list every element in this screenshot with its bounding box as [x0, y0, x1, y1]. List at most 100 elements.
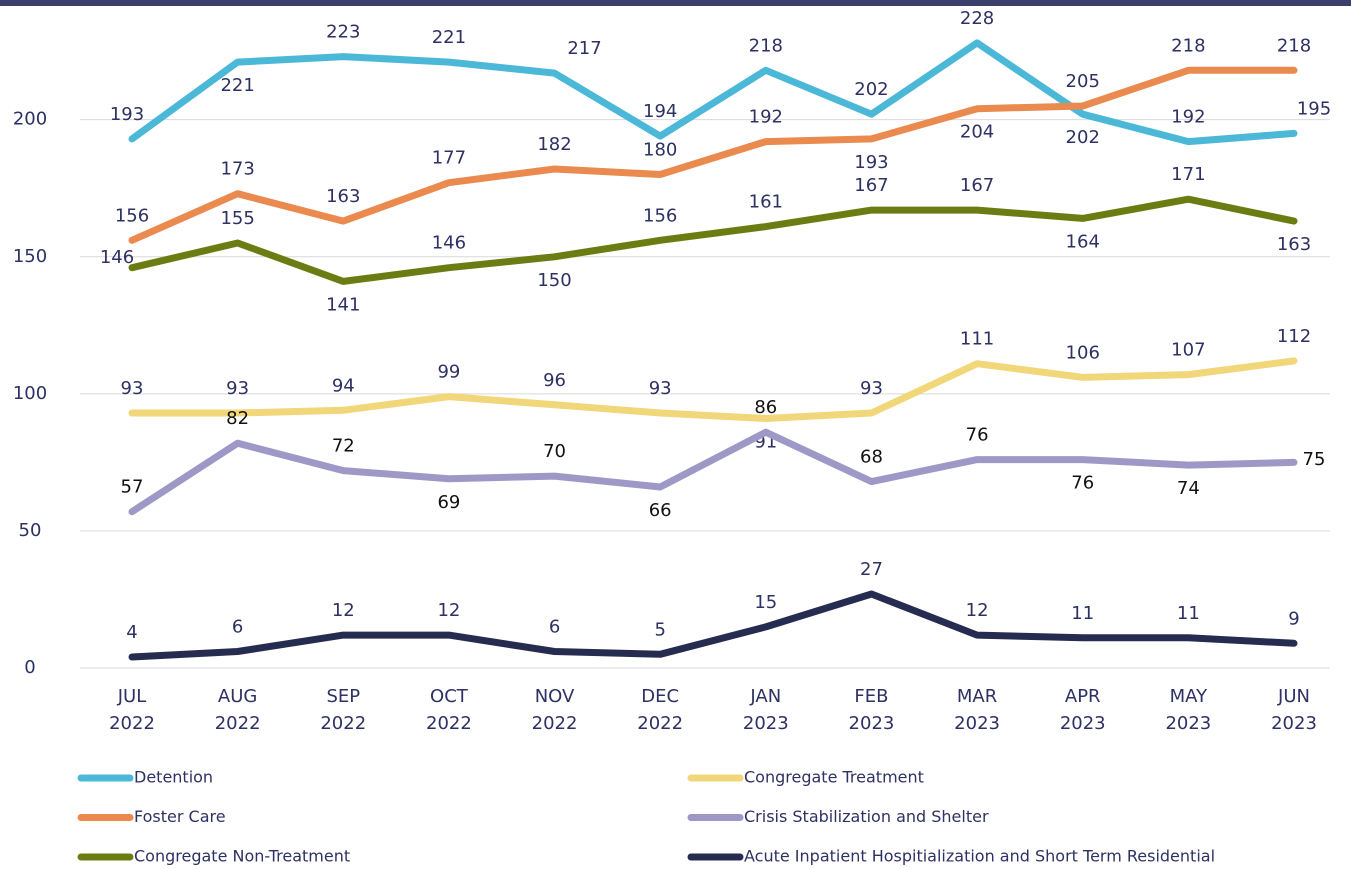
legend-label: Crisis Stabilization and Shelter	[744, 807, 989, 826]
series-line	[128, 39, 1298, 146]
x-tick-label: APR	[1065, 686, 1101, 707]
x-tick-label: JAN	[749, 686, 781, 707]
data-label: 192	[1171, 107, 1205, 128]
data-label: 173	[220, 159, 254, 180]
y-tick-label: 200	[13, 109, 47, 130]
x-tick-label: NOV	[535, 686, 575, 707]
data-label: 163	[326, 186, 360, 207]
top-bar	[0, 0, 1351, 6]
legend-label: Congregate Treatment	[744, 768, 924, 787]
data-label: 96	[543, 370, 566, 391]
x-tick-label: 2022	[532, 713, 578, 734]
x-tick-label: MAR	[957, 686, 997, 707]
data-label: 182	[537, 134, 571, 155]
data-label: 193	[854, 152, 888, 173]
x-tick-label: 2022	[426, 713, 472, 734]
data-label: 76	[1071, 473, 1094, 494]
data-label: 6	[232, 617, 243, 638]
x-tick-label: DEC	[641, 686, 679, 707]
data-label: 218	[749, 35, 783, 56]
data-label: 180	[643, 140, 677, 161]
data-label: 164	[1066, 231, 1100, 252]
data-label: 72	[332, 436, 355, 457]
series-line	[128, 66, 1298, 244]
x-tick-label: 2022	[320, 713, 366, 734]
data-label: 228	[960, 8, 994, 29]
data-label: 5	[654, 619, 665, 640]
x-tick-label: 2022	[109, 713, 155, 734]
data-label: 4	[126, 622, 137, 643]
data-label: 163	[1277, 234, 1311, 255]
data-label: 93	[226, 378, 249, 399]
data-label: 12	[966, 600, 989, 621]
series-line	[128, 590, 1298, 661]
data-label: 218	[1277, 35, 1311, 56]
data-label: 76	[966, 425, 989, 446]
x-tick-label: 2022	[637, 713, 683, 734]
data-label: 93	[649, 378, 672, 399]
data-label: 167	[854, 175, 888, 196]
x-tick-label: OCT	[430, 686, 469, 707]
data-label: 11	[1177, 603, 1200, 624]
legend-label: Foster Care	[134, 807, 226, 826]
data-label: 171	[1171, 164, 1205, 185]
data-label: 107	[1171, 340, 1205, 361]
data-label: 99	[437, 362, 460, 383]
x-tick-label: 2022	[215, 713, 261, 734]
data-label: 70	[543, 441, 566, 462]
data-label: 192	[749, 107, 783, 128]
data-label: 12	[437, 600, 460, 621]
data-label: 161	[749, 192, 783, 213]
x-tick-label: AUG	[218, 686, 257, 707]
data-label: 204	[960, 122, 994, 143]
data-label: 195	[1297, 98, 1331, 119]
x-tick-label: 2023	[743, 713, 789, 734]
data-label: 202	[854, 79, 888, 100]
data-label: 205	[1066, 71, 1100, 92]
data-label: 156	[643, 205, 677, 226]
series-line	[128, 428, 1298, 516]
series-line	[128, 195, 1298, 285]
data-label: 194	[643, 101, 677, 122]
data-label: 141	[326, 294, 360, 315]
data-label: 74	[1177, 478, 1200, 499]
data-label: 68	[860, 447, 883, 468]
x-tick-label: 2023	[1060, 713, 1106, 734]
legend-label: Detention	[134, 768, 213, 787]
data-label: 15	[754, 592, 777, 613]
data-label: 193	[110, 104, 144, 125]
x-tick-label: 2023	[954, 713, 1000, 734]
data-label: 57	[121, 477, 144, 498]
data-label: 221	[220, 75, 254, 96]
data-label: 93	[860, 378, 883, 399]
data-label: 146	[432, 233, 466, 254]
data-label: 218	[1171, 35, 1205, 56]
data-label: 12	[332, 600, 355, 621]
y-tick-label: 0	[24, 657, 35, 678]
data-label: 69	[437, 492, 460, 513]
data-label: 75	[1303, 449, 1326, 470]
x-tick-label: JUL	[117, 686, 147, 707]
data-label: 106	[1066, 342, 1100, 363]
y-tick-label: 150	[13, 246, 47, 267]
x-tick-label: 2023	[849, 713, 895, 734]
x-tick-label: JUN	[1277, 686, 1310, 707]
data-label: 86	[754, 397, 777, 418]
y-tick-label: 50	[19, 520, 42, 541]
data-label: 150	[537, 270, 571, 291]
y-tick-label: 100	[13, 383, 47, 404]
legend-label: Congregate Non-Treatment	[134, 847, 350, 866]
data-label: 156	[115, 205, 149, 226]
x-tick-label: 2023	[1165, 713, 1211, 734]
data-label: 9	[1288, 608, 1299, 629]
x-tick-label: MAY	[1170, 686, 1208, 707]
data-label: 6	[549, 617, 560, 638]
data-label: 93	[121, 378, 144, 399]
data-label: 111	[960, 329, 994, 350]
x-tick-label: SEP	[326, 686, 360, 707]
data-label: 177	[432, 148, 466, 169]
data-label: 66	[649, 500, 672, 521]
data-label: 217	[567, 38, 601, 59]
data-label: 94	[332, 375, 355, 396]
